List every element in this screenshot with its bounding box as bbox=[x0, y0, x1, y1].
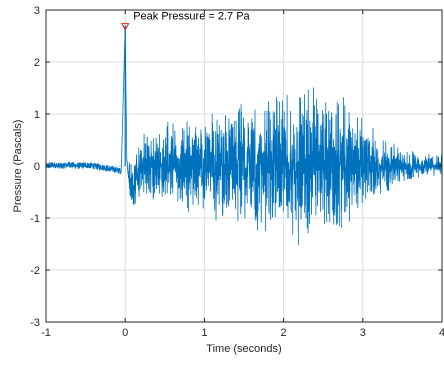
y-tick-label: 2 bbox=[34, 57, 40, 69]
y-tick-label: 3 bbox=[34, 5, 40, 17]
y-tick-label: -2 bbox=[30, 265, 40, 277]
x-tick-label: -1 bbox=[41, 327, 51, 339]
x-axis-label: Time (seconds) bbox=[206, 343, 281, 355]
x-tick-label: 2 bbox=[281, 327, 287, 339]
x-tick-label: 0 bbox=[122, 327, 128, 339]
y-tick-label: 1 bbox=[34, 109, 40, 121]
y-tick-labels: -3 -2 -1 0 1 2 3 bbox=[30, 5, 40, 329]
x-tick-labels: -1 0 1 2 3 4 bbox=[41, 327, 444, 339]
series-pressure bbox=[45, 25, 443, 245]
y-tick-label: 0 bbox=[34, 161, 40, 173]
x-tick-label: 3 bbox=[360, 327, 366, 339]
y-tick-label: -1 bbox=[30, 213, 40, 225]
peak-marker bbox=[120, 23, 130, 31]
x-tick-label: 1 bbox=[201, 327, 207, 339]
peak-annotation: Peak Pressure = 2.7 Pa bbox=[120, 11, 251, 31]
x-tick-label: 4 bbox=[439, 327, 444, 339]
pressure-line bbox=[45, 25, 443, 245]
y-axis-label: Pressure (Pascals) bbox=[12, 120, 24, 213]
y-tick-label: -3 bbox=[30, 317, 40, 329]
peak-pressure-label: Peak Pressure = 2.7 Pa bbox=[133, 11, 250, 23]
tick-marks bbox=[45, 9, 443, 323]
